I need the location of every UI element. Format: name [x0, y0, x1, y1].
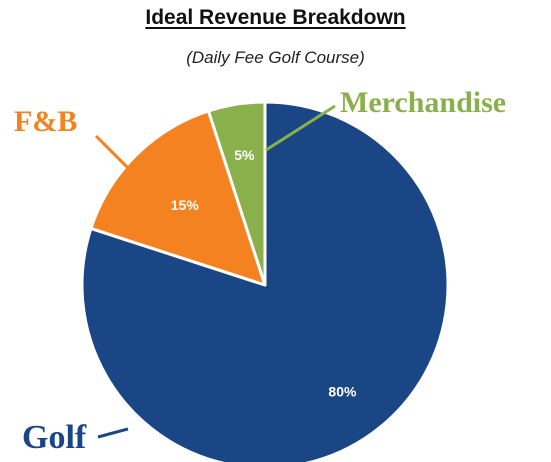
- callout-leader-lines: [94, 104, 336, 439]
- category-label-fandb: F&B: [14, 105, 77, 138]
- chart-subtitle: (Daily Fee Golf Course): [186, 48, 365, 67]
- category-label-merchandise: Merchandise: [340, 86, 506, 119]
- chart-title: Ideal Revenue Breakdown: [145, 6, 406, 29]
- value-label-golf: 80%: [328, 384, 357, 400]
- leader-line-golf: [97, 427, 129, 439]
- value-label-fandb: 15%: [171, 197, 200, 213]
- category-labels: Golf F&B Merchandise: [14, 86, 506, 456]
- category-label-golf: Golf: [22, 419, 87, 456]
- pie-value-labels: 80% 15% 5%: [171, 147, 357, 400]
- leader-line-fandb: [94, 134, 132, 172]
- value-label-merchandise: 5%: [234, 147, 255, 163]
- pie-slices: [80, 100, 450, 462]
- leader-line-merchandise: [265, 104, 336, 152]
- pie-slice-merchandise: [206, 100, 267, 287]
- pie-slice-golf: [80, 100, 450, 462]
